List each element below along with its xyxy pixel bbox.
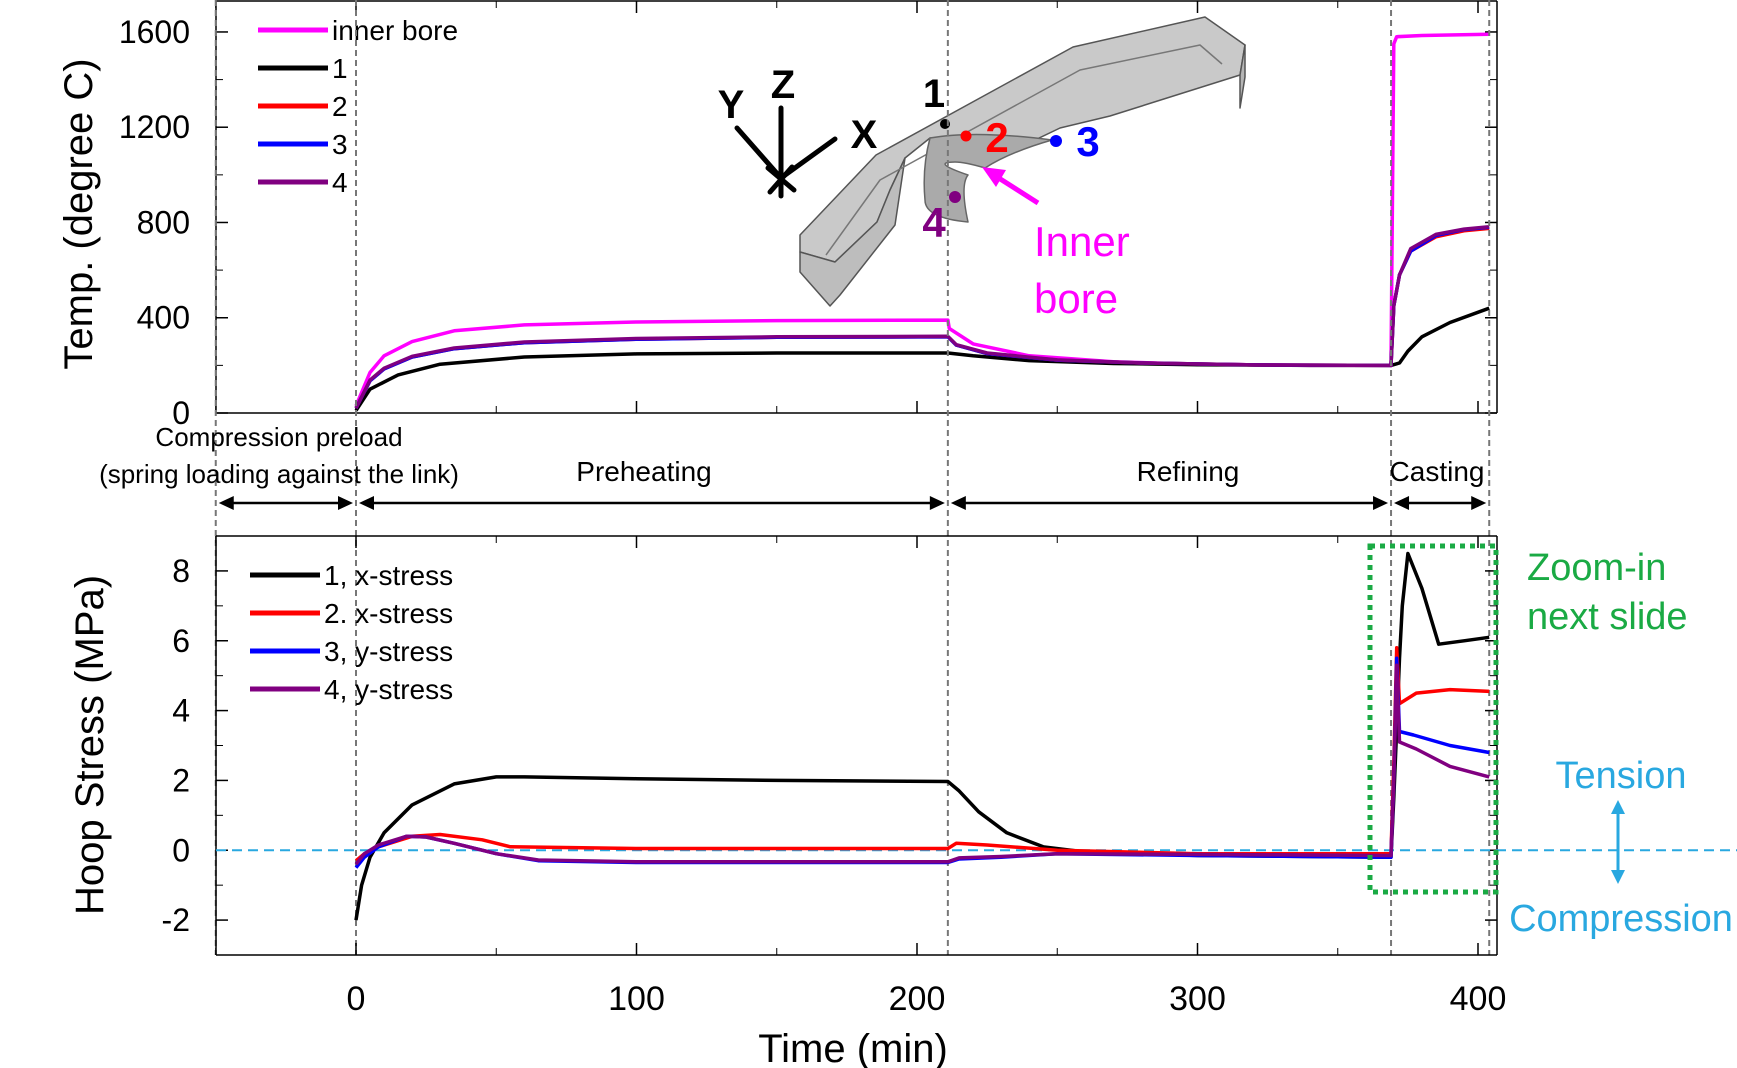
stress-y-tick-label: 2	[172, 762, 190, 798]
tc-arrow-head-down	[1611, 870, 1625, 884]
stress-legend-label-2-x-stress: 2. x-stress	[324, 598, 453, 629]
x-axis-label: Time (min)	[758, 1027, 948, 1068]
x-tick-label: 400	[1450, 980, 1507, 1018]
phase-arrow-compression-preload	[218, 496, 353, 510]
temp-series-line-inner-bore	[354, 32, 1490, 407]
point-label-1: 1	[923, 72, 945, 116]
stress-legend: 1, x-stress 2. x-stress 3, y-stress 4, y-st…	[250, 560, 453, 705]
point-marker-3	[1050, 135, 1062, 147]
temp-panel: 0 400 800 1200 1600 Temp. (degree C) inner b…	[57, 0, 1498, 431]
phase-arrow-head-left	[1394, 496, 1410, 510]
temp-y-ticks: 0 400 800 1200 1600	[119, 14, 1497, 431]
phase-label-preheating: Preheating	[576, 456, 711, 487]
temp-y-tick-label: 1600	[119, 14, 190, 50]
phase-arrow-head-left	[359, 496, 374, 510]
temp-y-tick-label: 1200	[119, 109, 190, 145]
phase-arrow-preheating	[359, 496, 945, 510]
temp-series-line-3	[354, 225, 1490, 409]
stress-y-tick-label: 0	[172, 832, 190, 868]
zoom-label-line1: Zoom-in	[1527, 547, 1666, 589]
stress-legend-label-4-y-stress: 4, y-stress	[324, 674, 453, 705]
stress-y-tick-label: -2	[162, 902, 190, 938]
stress-series-line-1-x-stress	[354, 551, 1490, 921]
coordinate-axes	[734, 105, 838, 199]
phase-arrow-head-left	[950, 496, 966, 510]
temp-series-group	[354, 32, 1490, 412]
temp-legend-label-inner-bore: inner bore	[332, 15, 458, 46]
tension-label: Tension	[1556, 755, 1687, 797]
point-label-4: 4	[922, 199, 946, 246]
stress-y-ticks: -2 0 2 4 6 8	[162, 535, 1497, 956]
stress-y-tick-label: 6	[172, 623, 190, 659]
phase-arrow-head-left	[218, 496, 234, 510]
phase-arrow-head-right	[929, 496, 945, 510]
stress-series-line-4-y-stress	[354, 663, 1490, 866]
phase-label-preload: Compression preload	[155, 422, 402, 452]
axis-label-x: X	[851, 113, 878, 157]
x-tick-label: 200	[889, 980, 946, 1018]
tension-compression-arrow	[1611, 800, 1625, 884]
x-tick-label: 100	[608, 980, 665, 1018]
phase-arrow-head-right	[338, 496, 353, 510]
link-body	[799, 16, 1246, 307]
temp-legend-label-1: 1	[332, 53, 348, 84]
stress-y-tick-label: 8	[172, 553, 190, 589]
link-edge-line	[825, 44, 1223, 256]
temp-legend-label-2: 2	[332, 91, 348, 122]
link-front-face	[799, 157, 906, 307]
inner-bore-arrow-head	[982, 167, 1006, 187]
temp-series-line-1	[354, 306, 1490, 412]
stress-y-tick-label: 4	[172, 693, 190, 729]
inner-bore-label-line2: bore	[1034, 275, 1118, 322]
temp-legend-label-4: 4	[332, 167, 348, 198]
temp-y-axis-label: Temp. (degree C)	[57, 58, 101, 369]
inner-bore-arrow-shaft	[992, 172, 1040, 206]
point-marker-4	[949, 191, 961, 203]
phase-label-refining: Refining	[1137, 456, 1240, 487]
part-inset: X Y Z 1 2 3 4 Inner bore	[718, 16, 1246, 322]
point-marker-2	[960, 130, 972, 142]
stress-legend-label-1-x-stress: 1, x-stress	[324, 560, 453, 591]
point-label-2: 2	[985, 114, 1008, 161]
temp-legend: inner bore 1 2 3 4	[258, 15, 458, 198]
temp-series-line-2	[354, 226, 1490, 409]
temp-y-tick-label: 800	[137, 204, 190, 240]
stress-y-axis-label: Hoop Stress (MPa)	[68, 575, 112, 915]
temp-series-line-4	[354, 225, 1490, 409]
stress-x-ticks: 0 100 200 300 400	[215, 536, 1507, 1018]
zoom-label-line2: next slide	[1527, 596, 1688, 638]
phase-arrow-head-right	[1373, 496, 1389, 510]
stress-series-group	[354, 551, 1490, 921]
phase-arrow-head-right	[1471, 496, 1487, 510]
temp-legend-label-3: 3	[332, 129, 348, 160]
point-label-3: 3	[1076, 118, 1099, 165]
axis-label-y: Y	[718, 83, 745, 127]
temp-y-tick-label: 400	[137, 300, 190, 336]
temp-y-tick-label: 0	[172, 395, 190, 431]
x-tick-label: 300	[1169, 980, 1226, 1018]
phase-arrows	[218, 496, 1487, 510]
phase-arrow-refining	[950, 496, 1389, 510]
phase-label-preload-detail: (spring loading against the link)	[99, 459, 459, 489]
phase-label-casting: Casting	[1390, 456, 1485, 487]
zoom-box	[1367, 543, 1499, 895]
axis-label-z: Z	[771, 63, 795, 107]
link-side-face	[1239, 44, 1246, 109]
tc-arrow-head-up	[1611, 800, 1625, 814]
stress-series-line-2-x-stress	[354, 645, 1490, 863]
phase-arrow-casting	[1394, 496, 1487, 510]
x-tick-label: 0	[347, 980, 366, 1018]
inner-bore-label-line1: Inner	[1034, 218, 1130, 265]
axis-cross-b	[767, 164, 795, 195]
compression-label: Compression	[1509, 898, 1733, 940]
stress-series-line-3-y-stress	[354, 656, 1490, 869]
stress-legend-label-3-y-stress: 3, y-stress	[324, 636, 453, 667]
